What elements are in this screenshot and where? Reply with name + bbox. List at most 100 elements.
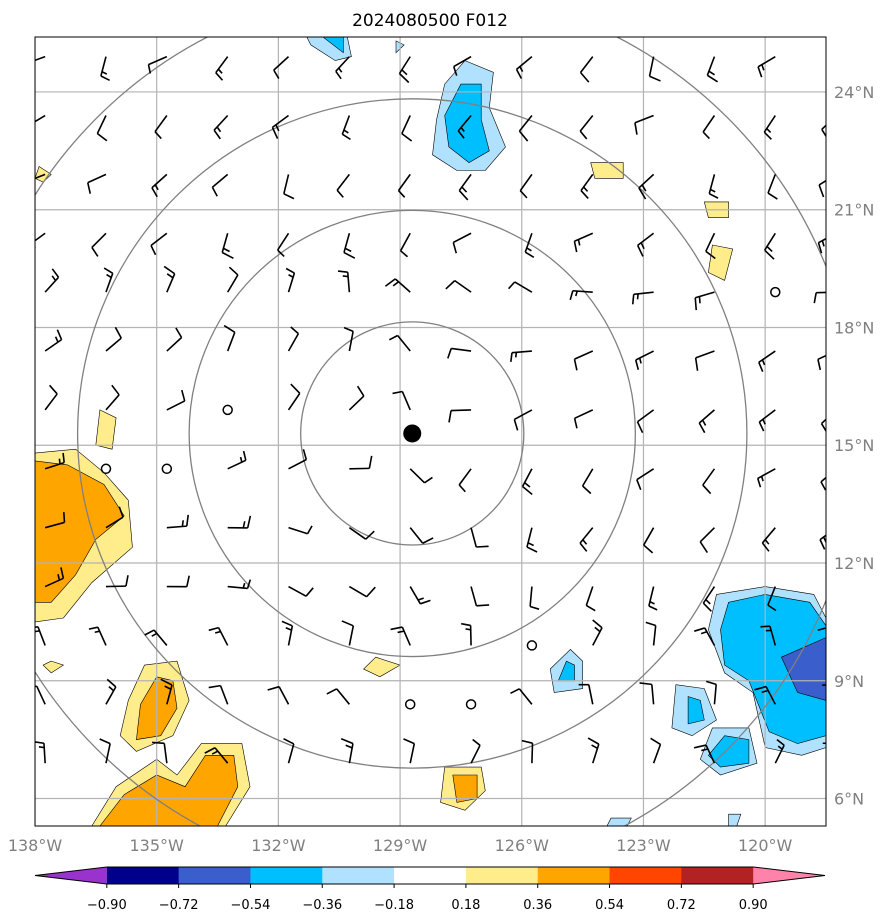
wind-barb-shaft [217, 627, 229, 646]
colorbar-segment [178, 867, 251, 884]
wind-barb-shaft [287, 625, 294, 646]
wind-barb-shaft [348, 331, 354, 352]
wind-barb-flag [35, 741, 45, 745]
wind-barb-flag [694, 297, 698, 311]
wind-barb-flag [583, 186, 589, 192]
wind-barb-flag [186, 575, 190, 587]
wind-barb-flag [579, 71, 590, 83]
wind-barb-shaft [761, 527, 776, 544]
wind-barb-flag [35, 625, 39, 629]
wind-barb [521, 739, 534, 764]
wind-barb-shaft [648, 56, 655, 77]
wind-barb-flag [575, 290, 578, 297]
wind-barb [166, 575, 190, 588]
wind-barb [694, 627, 716, 646]
wind-barb-flag [114, 326, 122, 339]
wind-barb [573, 409, 594, 429]
wind-barb-flag [833, 72, 838, 74]
wind-barb-shaft [579, 56, 594, 73]
wind-barb [579, 115, 594, 140]
wind-barb-flag [390, 626, 403, 631]
wind-barb [636, 409, 655, 434]
contour-region [707, 735, 750, 768]
wind-barb-shaft [336, 173, 351, 191]
wind-barb-shaft [105, 337, 122, 352]
wind-barb-shaft [37, 626, 46, 646]
wind-barb [397, 173, 411, 198]
wind-barb-flag [757, 66, 763, 78]
wind-barb [518, 115, 533, 142]
wind-barb-flag [401, 133, 413, 142]
wind-barb-shaft [409, 468, 426, 484]
wind-barb-shaft [43, 743, 46, 764]
colorbar-tick-label: −0.90 [87, 898, 127, 913]
wind-barb-flag [519, 66, 524, 72]
wind-barb-flag [710, 188, 716, 193]
wind-barb [409, 586, 431, 605]
wind-barb [458, 468, 472, 493]
wind-barb-shaft [818, 237, 826, 244]
wind-barb-shaft [833, 744, 837, 764]
wind-barb-flag [524, 481, 531, 488]
wind-barb-shaft [213, 114, 229, 131]
wind-barb-shaft [636, 468, 655, 481]
contour-region [322, 37, 344, 54]
wind-barb-flag [154, 184, 159, 191]
wind-barb-flag [185, 514, 189, 527]
wind-barb-flag [643, 544, 654, 554]
colorbar-segment [681, 867, 754, 884]
wind-barb-flag [760, 476, 764, 482]
y-tick-label: 15°N [834, 436, 874, 455]
colorbar-tick-label: 0.18 [451, 898, 480, 913]
wind-barb-shaft [226, 332, 236, 352]
wind-barb-flag [585, 604, 596, 612]
wind-barb-flag [56, 329, 63, 340]
wind-barb-flag [460, 126, 465, 133]
colorbar-tick-label: −0.54 [231, 898, 271, 913]
wind-barb-flag [527, 542, 534, 547]
wind-barb-shaft [151, 173, 168, 189]
wind-barb [44, 329, 63, 352]
wind-barb-calm [100, 463, 112, 475]
wind-barb-flag [228, 266, 239, 276]
wind-barb-flag [458, 484, 466, 493]
wind-barb-shaft [817, 354, 826, 361]
wind-barb [638, 173, 655, 200]
contour-region [728, 813, 742, 826]
wind-barb-shaft [651, 684, 655, 705]
wind-barb-flag [99, 738, 111, 745]
wind-barb-flag [62, 452, 65, 463]
wind-barb-flag [211, 186, 218, 197]
wind-barb-flag [175, 327, 183, 338]
wind-barb-flag [306, 525, 313, 535]
wind-barb-shaft [35, 232, 46, 242]
wind-barb [336, 173, 351, 198]
wind-barb [35, 625, 46, 646]
colorbar-segment [753, 867, 825, 884]
wind-barb [756, 468, 776, 488]
wind-barb [96, 115, 108, 142]
wind-barb [569, 289, 593, 301]
wind-barb [693, 744, 716, 764]
wind-barb [694, 291, 715, 311]
wind-barb-flag [579, 130, 588, 140]
wind-barb [702, 586, 716, 612]
wind-barb-shaft [227, 585, 248, 590]
wind-barb [227, 579, 252, 590]
wind-barb-flag [819, 539, 826, 550]
wind-barb [326, 688, 350, 705]
contour-region [687, 696, 705, 725]
wind-barb-flag [650, 737, 661, 746]
wind-barb-shaft [401, 115, 411, 134]
wind-barb [154, 115, 168, 140]
wind-barb-flag [365, 586, 376, 598]
y-tick-label: 24°N [834, 83, 874, 102]
wind-barb-flag [58, 458, 61, 465]
wind-barb-shaft [470, 586, 478, 607]
range-rings [35, 37, 826, 826]
wind-barb-flag [705, 680, 717, 686]
wind-barb [35, 55, 46, 62]
wind-barb [335, 56, 350, 80]
wind-barb [470, 738, 481, 764]
wind-barb [529, 586, 540, 610]
